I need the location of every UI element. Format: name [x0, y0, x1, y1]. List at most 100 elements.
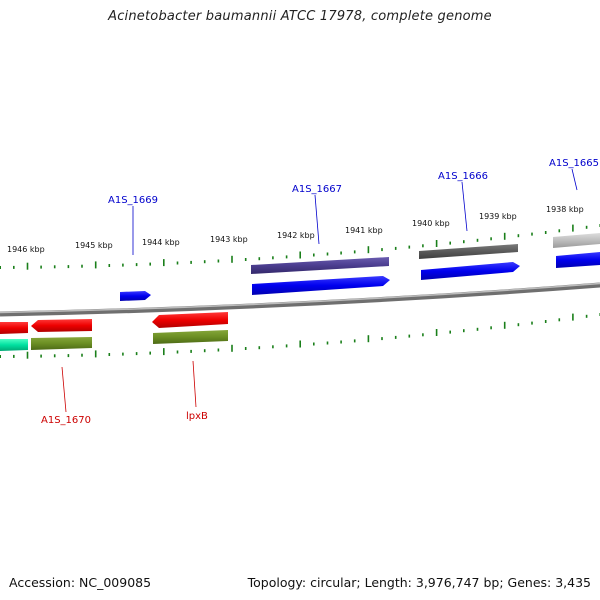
lower-scale-tick [381, 337, 383, 341]
upper-scale-tick [326, 252, 329, 256]
upper-scale-tick [531, 232, 533, 236]
gene-label-a1s-1665: A1S_1665 [549, 158, 599, 169]
upper-scale-tick [299, 251, 301, 259]
lower-scale-tick [408, 334, 411, 338]
lower-scale-tick [299, 340, 301, 348]
upper-scale-tick [122, 263, 124, 267]
upper-scale-tick [0, 266, 1, 269]
upper-scale-tick [517, 234, 520, 238]
upper-scale-tick [285, 255, 288, 259]
gene-label-a1s-1667: A1S_1667 [292, 184, 342, 195]
lower-scale-tick [122, 352, 124, 356]
lower-scale-tick [544, 320, 547, 323]
lower-scale-tick [67, 354, 70, 358]
upper-scale-tick [163, 259, 165, 267]
lower-scale-tick [313, 342, 315, 346]
feature-darkgray[interactable] [419, 244, 518, 259]
feature-green-1[interactable] [31, 337, 92, 350]
lower-scale-tick [231, 344, 233, 352]
lower-scale-track [0, 313, 600, 359]
lower-scale-tick [463, 329, 465, 333]
tick-label-1938: 1938 kbp [546, 205, 584, 214]
cds-a1s-1669[interactable] [120, 291, 151, 301]
upper-scale-tick [353, 250, 356, 254]
genome-backbone [0, 282, 600, 317]
lower-scale-tick [558, 318, 561, 322]
feature-lightgray[interactable] [553, 233, 600, 248]
lower-scale-tick [258, 346, 261, 350]
lower-scale-tick [367, 335, 370, 343]
pointer-a1s-1665 [571, 168, 578, 191]
tick-label-1941: 1941 kbp [345, 226, 383, 235]
tick-label-1940: 1940 kbp [412, 219, 450, 228]
lower-scale-tick [0, 355, 1, 358]
upper-scale-tick [381, 248, 383, 252]
map-title: Acinetobacter baumannii ATCC 17978, comp… [108, 9, 492, 24]
lower-scale-tick [272, 345, 274, 349]
lower-scale-tick [476, 327, 479, 331]
cds-a1s-1670[interactable] [31, 319, 92, 332]
tick-label-1939: 1939 kbp [479, 212, 517, 221]
upper-scale-tick [422, 244, 424, 248]
lower-scale-tick [326, 341, 329, 345]
upper-scale-track [0, 224, 600, 270]
lower-scale-tick [94, 350, 97, 358]
upper-scale-tick [108, 264, 111, 267]
upper-scale-tick [53, 265, 56, 269]
cds-a1s-1667[interactable] [252, 276, 390, 295]
tick-label-1942: 1942 kbp [277, 231, 315, 240]
genome-stats-text: Topology: circular; Length: 3,976,747 bp… [247, 575, 591, 590]
upper-scale-tick [244, 258, 247, 261]
pointer-lpxb [192, 360, 197, 408]
lower-scale-tick [422, 333, 424, 337]
upper-scale-tick [203, 260, 206, 264]
lower-scale-tick [531, 321, 533, 325]
lower-scale-tick [13, 354, 15, 358]
lower-scale-tick [244, 347, 247, 350]
lower-scale-tick [585, 314, 588, 318]
upper-scale-tick [435, 240, 438, 247]
gene-label-a1s-1669: A1S_1669 [108, 195, 158, 206]
upper-scale-tick [176, 261, 179, 265]
lower-scale-tick [26, 351, 29, 359]
upper-scale-tick [231, 255, 233, 263]
tick-label-1944: 1944 kbp [142, 238, 180, 247]
upper-scale-tick [476, 238, 479, 242]
upper-scale-tick [544, 231, 547, 234]
pointer-a1s-1667 [314, 194, 320, 245]
cds-a1s-1665[interactable] [556, 252, 600, 268]
lower-scale-tick [163, 348, 165, 356]
feature-teal[interactable] [0, 339, 28, 351]
upper-scale-tick [272, 256, 274, 260]
feature-purple[interactable] [251, 257, 389, 274]
lower-scale-tick [394, 335, 397, 339]
lower-scale-tick [572, 313, 574, 321]
upper-scale-tick [13, 265, 15, 269]
cds-a1s-1666[interactable] [421, 262, 520, 280]
genome-backbone-highlight [0, 282, 600, 314]
upper-scale-tick [449, 241, 451, 245]
upper-scale-tick [40, 265, 42, 269]
tick-label-1946: 1946 kbp [7, 245, 45, 254]
tick-label-1943: 1943 kbp [210, 235, 248, 244]
upper-scale-tick [558, 229, 561, 233]
lower-scale-tick [53, 354, 56, 358]
lower-scale-tick [149, 351, 151, 355]
upper-scale-tick [394, 246, 397, 250]
gene-label-lpxb: lpxB [186, 411, 208, 422]
upper-scale-tick [408, 245, 411, 249]
lower-scale-tick [435, 329, 438, 336]
cds-red-left[interactable] [0, 322, 28, 334]
upper-scale-tick [217, 259, 220, 263]
feature-green-2[interactable] [153, 330, 228, 344]
lower-scale-tick [517, 323, 520, 327]
upper-scale-tick [585, 225, 588, 229]
cds-lpxb[interactable] [152, 312, 228, 328]
upper-scale-tick [94, 261, 97, 269]
upper-scale-tick [26, 262, 29, 270]
lower-scale-tick [135, 352, 138, 356]
lower-scale-tick [176, 350, 179, 354]
lower-scale-tick [108, 353, 111, 356]
upper-scale-tick [67, 265, 70, 269]
